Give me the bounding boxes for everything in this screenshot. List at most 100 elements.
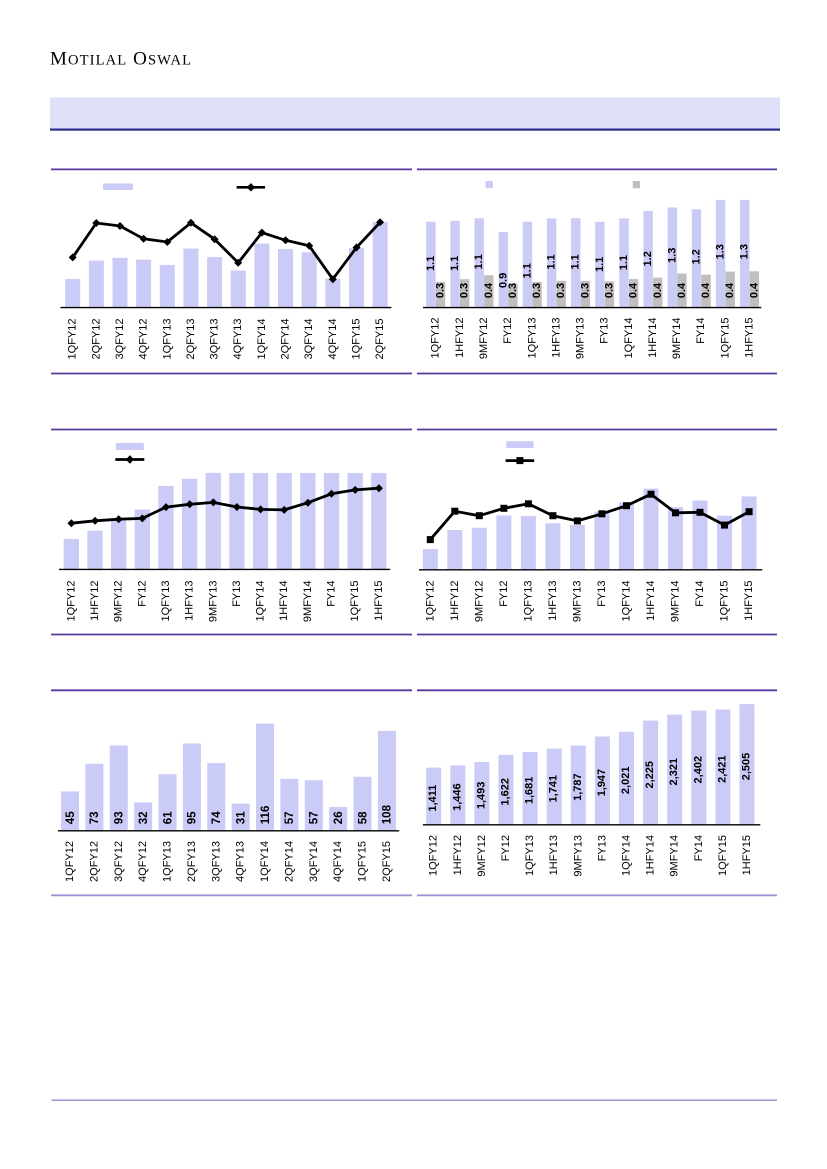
svg-text:108: 108 bbox=[382, 804, 394, 824]
svg-text:1HFY12: 1HFY12 bbox=[89, 581, 101, 621]
svg-text:1,411: 1,411 bbox=[427, 785, 439, 812]
svg-text:1QFY13: 1QFY13 bbox=[160, 581, 172, 622]
svg-text:95: 95 bbox=[187, 811, 199, 824]
svg-text:0.3: 0.3 bbox=[507, 283, 519, 298]
svg-text:0.4: 0.4 bbox=[483, 282, 495, 298]
svg-text:1QFY12: 1QFY12 bbox=[65, 581, 77, 622]
svg-text:1HFY14: 1HFY14 bbox=[647, 318, 659, 358]
svg-text:1QFY14: 1QFY14 bbox=[255, 581, 267, 622]
svg-text:2,421: 2,421 bbox=[716, 755, 728, 783]
svg-text:1QFY12: 1QFY12 bbox=[64, 841, 76, 882]
svg-text:1QFY13: 1QFY13 bbox=[161, 319, 173, 360]
svg-text:1.2: 1.2 bbox=[690, 249, 702, 264]
svg-text:1,741: 1,741 bbox=[548, 775, 560, 803]
svg-text:0.4: 0.4 bbox=[628, 282, 640, 298]
svg-text:2QFY14: 2QFY14 bbox=[280, 319, 292, 360]
svg-text:0.3: 0.3 bbox=[604, 283, 616, 298]
svg-text:0.9: 0.9 bbox=[497, 273, 509, 288]
svg-text:1HFY12: 1HFY12 bbox=[452, 835, 464, 875]
svg-text:1HFY12: 1HFY12 bbox=[449, 581, 461, 621]
svg-text:9MFY14: 9MFY14 bbox=[671, 318, 683, 360]
svg-text:1.1: 1.1 bbox=[594, 257, 606, 272]
svg-text:9MFY12: 9MFY12 bbox=[113, 581, 125, 623]
svg-text:0.3: 0.3 bbox=[555, 283, 567, 298]
svg-text:9MFY14: 9MFY14 bbox=[669, 835, 681, 877]
svg-text:0.3: 0.3 bbox=[531, 283, 543, 298]
svg-text:1QFY14: 1QFY14 bbox=[621, 835, 633, 876]
svg-text:1.3: 1.3 bbox=[715, 244, 727, 259]
svg-text:1QFY15: 1QFY15 bbox=[717, 835, 729, 876]
svg-text:1QFY14: 1QFY14 bbox=[256, 319, 268, 360]
svg-text:4QFY12: 4QFY12 bbox=[137, 841, 149, 882]
svg-text:32: 32 bbox=[138, 811, 150, 824]
svg-text:2QFY13: 2QFY13 bbox=[185, 319, 197, 360]
svg-text:9MFY13: 9MFY13 bbox=[572, 835, 584, 877]
svg-text:FY12: FY12 bbox=[498, 581, 510, 607]
svg-text:1QFY15: 1QFY15 bbox=[349, 581, 361, 622]
svg-text:1QFY13: 1QFY13 bbox=[524, 835, 536, 876]
svg-text:2,402: 2,402 bbox=[692, 756, 704, 784]
svg-text:57: 57 bbox=[309, 811, 321, 824]
svg-text:9MFY12: 9MFY12 bbox=[478, 318, 490, 360]
svg-text:2,225: 2,225 bbox=[644, 761, 656, 789]
svg-text:1QFY15: 1QFY15 bbox=[719, 318, 731, 359]
svg-text:1.1: 1.1 bbox=[425, 256, 437, 271]
svg-text:1.1: 1.1 bbox=[449, 256, 461, 271]
svg-text:1,493: 1,493 bbox=[475, 782, 487, 810]
svg-text:FY13: FY13 bbox=[599, 318, 611, 344]
svg-text:2QFY15: 2QFY15 bbox=[374, 319, 386, 360]
svg-text:3QFY13: 3QFY13 bbox=[210, 841, 222, 882]
svg-text:0.4: 0.4 bbox=[700, 282, 712, 298]
svg-text:2QFY13: 2QFY13 bbox=[186, 841, 198, 882]
svg-text:9MFY14: 9MFY14 bbox=[302, 581, 314, 623]
svg-text:1QFY15: 1QFY15 bbox=[351, 319, 363, 360]
svg-text:1QFY12: 1QFY12 bbox=[430, 318, 442, 359]
svg-text:9MFY13: 9MFY13 bbox=[207, 581, 219, 623]
svg-text:3QFY14: 3QFY14 bbox=[303, 319, 315, 360]
svg-text:3QFY13: 3QFY13 bbox=[209, 319, 221, 360]
svg-text:4QFY13: 4QFY13 bbox=[232, 319, 244, 360]
svg-text:1.1: 1.1 bbox=[570, 254, 582, 269]
svg-text:1,622: 1,622 bbox=[500, 778, 512, 806]
svg-text:1HFY14: 1HFY14 bbox=[645, 581, 657, 621]
svg-text:1,787: 1,787 bbox=[572, 773, 584, 801]
svg-text:FY14: FY14 bbox=[695, 318, 707, 344]
svg-text:1.1: 1.1 bbox=[522, 263, 534, 278]
svg-text:FY12: FY12 bbox=[136, 581, 148, 607]
svg-text:4QFY14: 4QFY14 bbox=[327, 319, 339, 360]
svg-text:0.3: 0.3 bbox=[459, 283, 471, 298]
svg-text:9MFY12: 9MFY12 bbox=[473, 581, 485, 623]
svg-text:31: 31 bbox=[236, 811, 248, 824]
svg-text:2QFY15: 2QFY15 bbox=[381, 841, 393, 882]
svg-text:1QFY14: 1QFY14 bbox=[621, 581, 633, 622]
svg-text:1.1: 1.1 bbox=[546, 254, 558, 269]
svg-text:3QFY12: 3QFY12 bbox=[113, 841, 125, 882]
svg-text:2QFY12: 2QFY12 bbox=[90, 319, 102, 360]
svg-text:1,947: 1,947 bbox=[596, 769, 608, 797]
svg-text:2,505: 2,505 bbox=[741, 753, 753, 781]
svg-text:MOTILAL OSWAL: MOTILAL OSWAL bbox=[50, 48, 192, 69]
svg-text:1QFY13: 1QFY13 bbox=[162, 841, 174, 882]
svg-text:1.3: 1.3 bbox=[739, 244, 751, 259]
svg-text:FY14: FY14 bbox=[694, 581, 706, 607]
svg-text:1HFY13: 1HFY13 bbox=[184, 581, 196, 621]
svg-text:1HFY14: 1HFY14 bbox=[645, 835, 657, 875]
svg-text:0.3: 0.3 bbox=[435, 283, 447, 298]
svg-text:1HFY13: 1HFY13 bbox=[548, 835, 560, 875]
svg-text:9MFY13: 9MFY13 bbox=[571, 581, 583, 623]
svg-text:3QFY14: 3QFY14 bbox=[308, 841, 320, 882]
svg-text:FY14: FY14 bbox=[326, 581, 338, 607]
svg-text:3QFY12: 3QFY12 bbox=[114, 319, 126, 360]
svg-text:1HFY13: 1HFY13 bbox=[547, 581, 559, 621]
svg-text:1QFY12: 1QFY12 bbox=[67, 319, 79, 360]
svg-text:4QFY12: 4QFY12 bbox=[138, 319, 150, 360]
svg-text:93: 93 bbox=[114, 811, 126, 824]
svg-text:0.4: 0.4 bbox=[652, 282, 664, 298]
svg-text:1HFY13: 1HFY13 bbox=[550, 318, 562, 358]
svg-text:1,681: 1,681 bbox=[524, 777, 536, 805]
svg-text:FY14: FY14 bbox=[693, 835, 705, 861]
svg-text:FY13: FY13 bbox=[596, 835, 608, 861]
svg-text:1HFY15: 1HFY15 bbox=[744, 318, 756, 358]
svg-text:9MFY12: 9MFY12 bbox=[476, 835, 488, 877]
svg-text:2QFY12: 2QFY12 bbox=[88, 841, 100, 882]
